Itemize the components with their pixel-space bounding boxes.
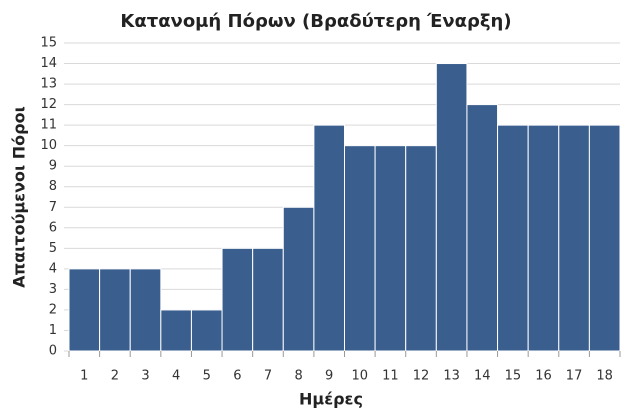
bar <box>221 247 254 352</box>
y-tick-label: 11 <box>40 118 57 133</box>
y-tick-label: 4 <box>49 261 57 276</box>
x-tick-label: 7 <box>264 369 272 384</box>
y-tick-label: 12 <box>40 97 57 112</box>
x-tick-label: 6 <box>233 369 241 384</box>
x-tick-label: 8 <box>294 369 302 384</box>
x-axis-title: Ημέρες <box>299 390 363 409</box>
y-tick-label: 9 <box>49 159 57 174</box>
x-tick-label: 1 <box>80 369 88 384</box>
bar <box>160 309 192 352</box>
bar <box>252 247 284 352</box>
x-tick-label: 4 <box>172 369 180 384</box>
bar <box>344 145 376 352</box>
bar <box>99 268 131 352</box>
bar <box>527 124 560 352</box>
y-tick-label: 3 <box>49 282 57 297</box>
y-tick-label: 14 <box>40 56 57 71</box>
x-tick-label: 14 <box>474 369 491 384</box>
bar <box>466 104 499 352</box>
x-tick-label: 16 <box>535 369 552 384</box>
bar <box>405 145 437 352</box>
x-tick-label: 13 <box>443 369 460 384</box>
bar <box>435 63 468 352</box>
bar <box>497 124 529 352</box>
bar <box>68 268 101 352</box>
bar <box>190 309 223 352</box>
x-tick-label: 17 <box>566 369 583 384</box>
y-tick-label: 1 <box>49 323 57 338</box>
bar <box>129 268 162 352</box>
bar <box>588 124 621 352</box>
x-tick-label: 12 <box>413 369 430 384</box>
x-tick-label: 5 <box>203 369 211 384</box>
y-axis-title: Απαιτούμενοι Πόροι <box>10 106 29 288</box>
x-tick-label: 3 <box>141 369 149 384</box>
y-tick-label: 10 <box>40 138 57 153</box>
x-tick-label: 9 <box>325 369 333 384</box>
chart-title: Κατανομή Πόρων (Βραδύτερη Έναρξη) <box>120 11 511 32</box>
x-tick-label: 11 <box>382 369 399 384</box>
y-tick-label: 8 <box>49 179 57 194</box>
x-tick-label: 10 <box>352 369 369 384</box>
x-tick-label: 15 <box>505 369 522 384</box>
y-tick-label: 13 <box>40 77 57 92</box>
y-tick-label: 7 <box>49 200 57 215</box>
x-tick-label: 18 <box>596 369 613 384</box>
x-tick-label: 2 <box>111 369 119 384</box>
bar <box>558 124 590 352</box>
y-tick-label: 6 <box>49 220 57 235</box>
y-tick-label: 5 <box>49 241 57 256</box>
y-tick-label: 2 <box>49 302 57 317</box>
bar <box>313 124 345 352</box>
bar <box>374 145 407 352</box>
y-tick-label: 0 <box>49 344 57 359</box>
bar <box>282 206 315 352</box>
y-tick-label: 15 <box>40 36 57 51</box>
